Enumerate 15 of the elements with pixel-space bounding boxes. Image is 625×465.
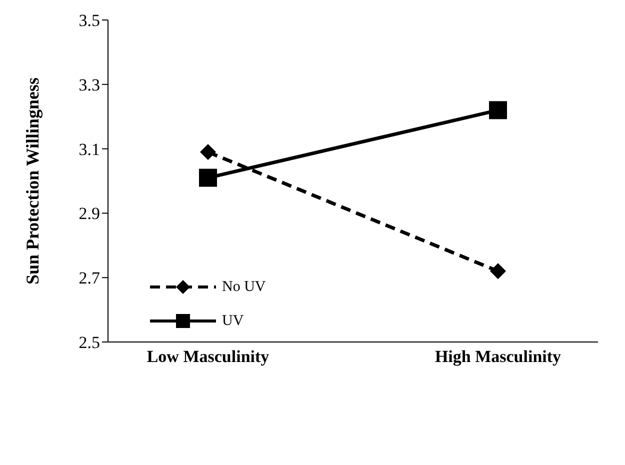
x-tick-label: High Masculinity [434, 347, 562, 366]
y-axis-title: Sun Protection Willingness [22, 77, 42, 285]
point [490, 263, 506, 280]
point [199, 168, 217, 187]
y-tick-label: 2.5 [78, 333, 100, 352]
legend-label: UV [222, 312, 244, 330]
y-tick-label: 3.1 [78, 140, 100, 159]
y-tick-label: 2.7 [78, 268, 100, 288]
y-tick-label: 3.5 [78, 11, 100, 30]
x-tick-label: Low Masculinity [146, 347, 270, 366]
legend-label: No UV [222, 278, 266, 296]
point [489, 101, 507, 120]
y-tick-label: 2.9 [78, 204, 100, 224]
y-tick-label: 3.3 [78, 75, 100, 94]
point [200, 144, 216, 160]
